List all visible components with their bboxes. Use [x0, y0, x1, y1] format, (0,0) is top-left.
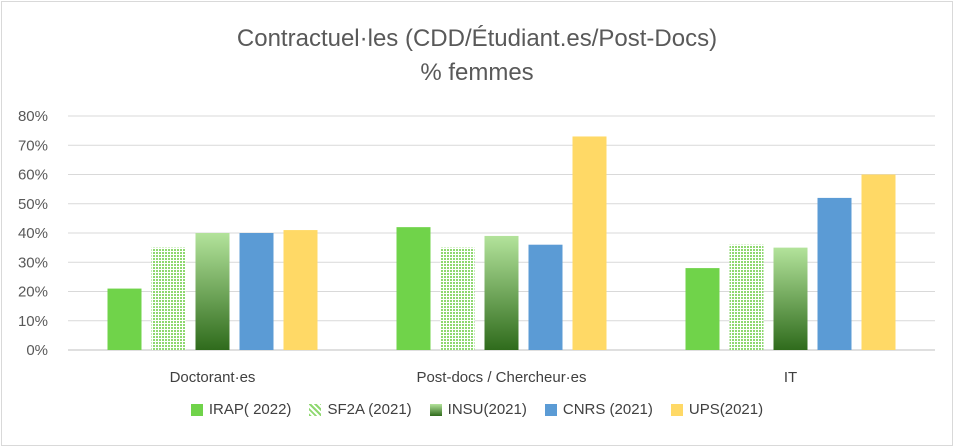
- bar-4-1: [239, 233, 274, 350]
- bar-5-1: [283, 230, 318, 350]
- bar-1-2: [396, 227, 431, 350]
- bar-1-3: [685, 268, 720, 350]
- legend-item: INSU(2021): [429, 401, 527, 418]
- legend-label: SF2A (2021): [327, 401, 412, 418]
- chart-subtitle: % femmes: [420, 59, 534, 86]
- legend-label: CNRS (2021): [562, 401, 653, 418]
- bar-3-3: [773, 247, 808, 350]
- legend-item: UPS(2021): [670, 401, 764, 418]
- y-tick-label: 80%: [18, 108, 48, 125]
- legend-label: INSU(2021): [447, 401, 527, 418]
- bar-4-3: [817, 197, 852, 350]
- bar-3-2: [484, 235, 519, 350]
- legend-item: CNRS (2021): [544, 401, 653, 418]
- legend-label: IRAP( 2022): [208, 401, 292, 418]
- legend-swatch: [190, 403, 203, 416]
- legend-swatch: [670, 403, 683, 416]
- category-label: Doctorant·es: [170, 369, 256, 386]
- bar-5-3: [861, 174, 896, 350]
- legend-swatch: [309, 403, 322, 416]
- y-tick-label: 70%: [18, 137, 48, 154]
- y-tick-label: 20%: [18, 284, 48, 301]
- y-tick-label: 60%: [18, 167, 48, 184]
- legend: IRAP( 2022) SF2A (2021) INSU(2021) CNRS (20…: [0, 401, 954, 418]
- bar-4-2: [528, 244, 563, 350]
- category-label: IT: [784, 369, 797, 386]
- legend-swatch: [429, 403, 442, 416]
- legend-item: IRAP( 2022): [190, 401, 292, 418]
- bar-2-2: [440, 247, 475, 350]
- legend-item: SF2A (2021): [309, 401, 412, 418]
- bar-2-1: [151, 247, 186, 350]
- legend-label: UPS(2021): [688, 401, 764, 418]
- legend-swatch: [544, 403, 557, 416]
- y-tick-label: 50%: [18, 196, 48, 213]
- y-tick-label: 0%: [26, 342, 48, 359]
- chart-title-block: Contractuel·les (CDD/Étudiant.es/Post-Do…: [0, 22, 954, 90]
- bar-3-1: [195, 233, 230, 350]
- chart-title: Contractuel·les (CDD/Étudiant.es/Post-Do…: [236, 25, 718, 52]
- bar-1-1: [107, 288, 142, 350]
- bar-2-3: [729, 244, 764, 350]
- y-tick-label: 10%: [18, 313, 48, 330]
- bar-5-2: [572, 136, 607, 350]
- y-tick-label: 30%: [18, 254, 48, 271]
- category-label: Post-docs / Chercheur·es: [416, 369, 586, 386]
- y-tick-label: 40%: [18, 225, 48, 242]
